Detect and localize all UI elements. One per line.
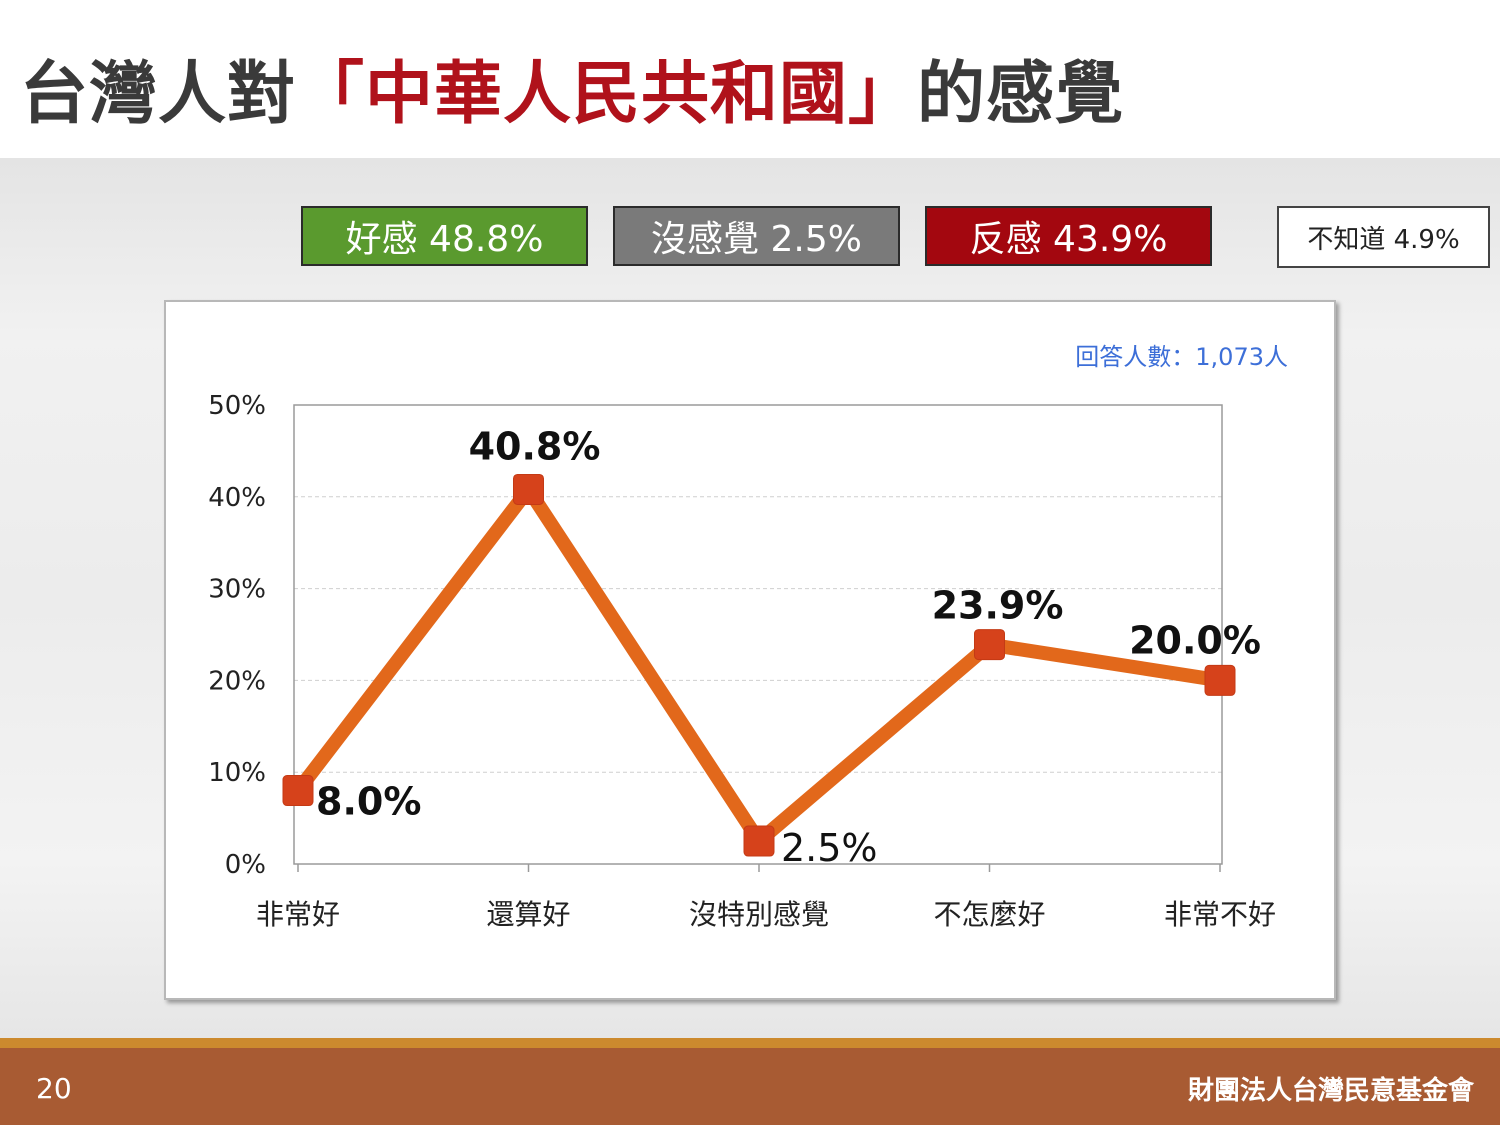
x-tick-label: 沒特別感覺 xyxy=(689,898,829,931)
x-tick-label: 不怎麼好 xyxy=(933,898,1045,931)
y-tick-label: 10% xyxy=(208,758,266,788)
data-point-marker xyxy=(513,473,544,505)
chart-frame: 回答人數：1,073人 0% 10% 20% 30% 40% 50% 非常好 還算好 沒特別感覺… xyxy=(164,300,1336,1000)
respondents-note: 回答人數：1,073人 xyxy=(1075,343,1288,371)
y-tick-label: 20% xyxy=(208,666,266,696)
favorable-summary-box: 好感 48.8% xyxy=(301,206,588,266)
y-tick-label: 0% xyxy=(225,850,266,880)
series-line xyxy=(292,477,1222,852)
data-label: 2.5% xyxy=(781,826,878,870)
data-label: 20.0% xyxy=(1129,618,1261,662)
data-point-marker xyxy=(1204,664,1236,696)
no-feeling-summary-box: 沒感覺 2.5% xyxy=(613,206,900,266)
y-tick-label: 30% xyxy=(208,575,266,605)
organization-name: 財團法人台灣民意基金會 xyxy=(1187,1076,1474,1106)
data-label: 8.0% xyxy=(316,780,421,824)
data-point-marker xyxy=(282,775,314,807)
data-point-marker xyxy=(974,629,1005,661)
x-tick-label: 非常好 xyxy=(256,898,340,931)
x-tick-label: 還算好 xyxy=(486,898,570,931)
slide-title: 台灣人對「中華人民共和國」的感覺 xyxy=(20,38,1124,137)
title-highlight: 「中華人民共和國」 xyxy=(296,55,918,134)
data-label: 40.8% xyxy=(469,424,601,468)
y-tick-label: 50% xyxy=(208,391,266,421)
title-prefix: 台灣人對 xyxy=(20,55,297,134)
footer-accent-line xyxy=(0,1038,1500,1048)
dont-know-summary-box: 不知道 4.9% xyxy=(1277,206,1490,268)
y-tick-label: 40% xyxy=(208,483,266,513)
title-bar: 台灣人對「中華人民共和國」的感覺 xyxy=(0,0,1500,158)
footer-bar xyxy=(0,1048,1500,1125)
unfavorable-summary-box: 反感 43.9% xyxy=(925,206,1212,266)
data-label: 23.9% xyxy=(932,584,1064,628)
plot-area-border xyxy=(293,404,1223,865)
x-tick-label: 非常不好 xyxy=(1164,898,1276,931)
page-number: 20 xyxy=(36,1072,72,1105)
title-suffix: 的感覺 xyxy=(917,55,1125,134)
data-point-marker xyxy=(743,825,775,857)
line-chart: 回答人數：1,073人 0% 10% 20% 30% 40% 50% 非常好 還算好 沒特別感覺… xyxy=(208,343,1288,931)
